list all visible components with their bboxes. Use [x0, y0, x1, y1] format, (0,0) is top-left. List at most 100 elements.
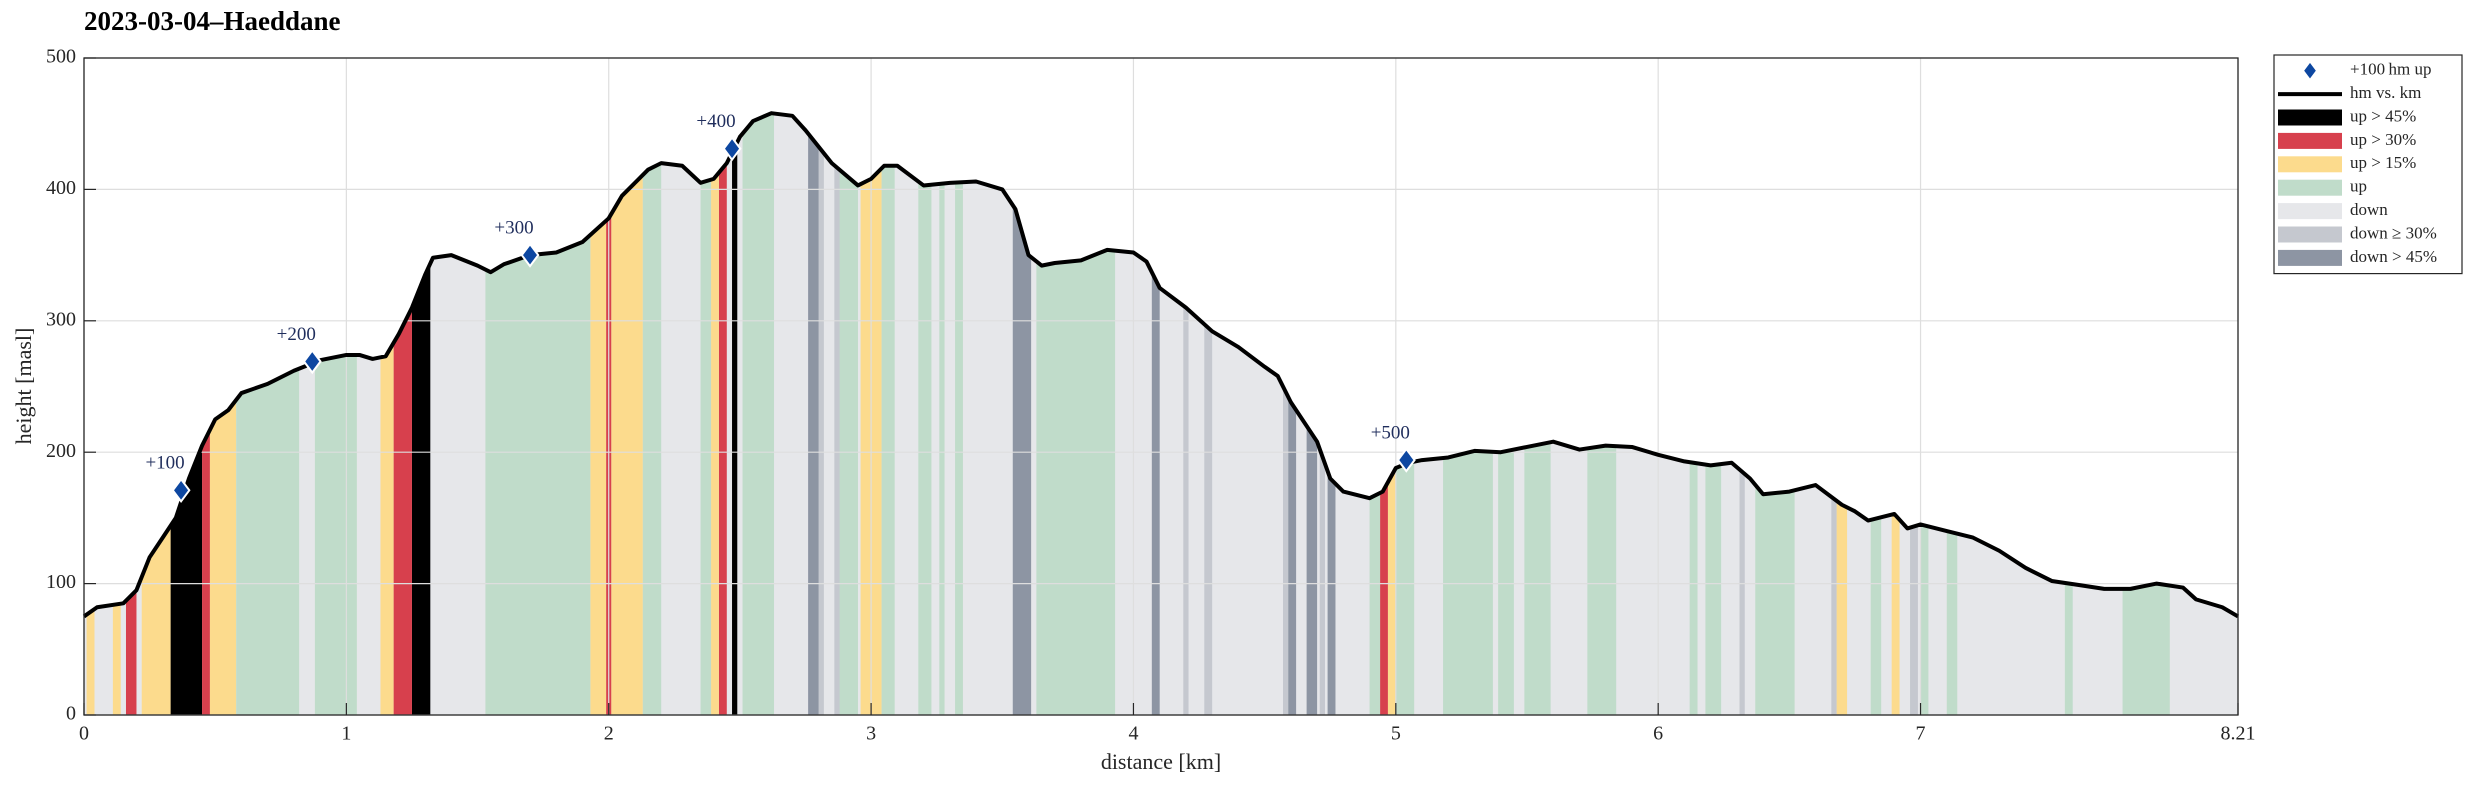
x-tick-label: 6 — [1653, 723, 1663, 745]
band — [642, 113, 662, 715]
band — [700, 113, 712, 715]
y-tick-label: 100 — [46, 571, 76, 593]
legend-swatch — [2278, 156, 2342, 173]
y-tick-label: 0 — [66, 703, 76, 725]
band — [836, 113, 858, 715]
profile-layer: +100 +200 +300 +400 +500 — [82, 111, 2240, 619]
legend-swatch — [2278, 203, 2342, 220]
band — [1870, 113, 1882, 715]
band — [590, 113, 607, 715]
x-tick-label: 0 — [79, 723, 89, 745]
x-tick-label: 3 — [866, 723, 876, 745]
band — [236, 113, 300, 715]
band — [1387, 113, 1396, 715]
band — [742, 113, 775, 715]
band — [1012, 113, 1032, 715]
x-axis-label: distance [km] — [1101, 749, 1221, 774]
band — [209, 113, 237, 715]
band — [834, 113, 840, 715]
band — [380, 113, 394, 715]
legend-label: up > 15% — [2350, 153, 2416, 172]
band — [1327, 113, 1336, 715]
band — [1755, 113, 1795, 715]
legend-swatch — [2278, 226, 2342, 243]
band — [1151, 113, 1160, 715]
band — [918, 113, 932, 715]
legend-marker — [2302, 60, 2318, 81]
band — [1705, 113, 1722, 715]
legend-label: +100 hm up — [2350, 60, 2431, 79]
y-tick-label: 500 — [46, 46, 76, 68]
legend-label: down > 45% — [2350, 247, 2437, 266]
band — [955, 113, 963, 715]
band — [141, 113, 171, 715]
hm-marker — [302, 348, 322, 375]
band — [2122, 113, 2170, 715]
hm-marker — [1396, 447, 1416, 473]
legend-label: up — [2350, 177, 2367, 196]
band — [881, 113, 895, 715]
band — [1395, 113, 1415, 715]
band — [86, 113, 95, 715]
x-tick-label: 5 — [1391, 723, 1401, 745]
band — [170, 113, 203, 715]
band — [1920, 113, 1929, 715]
band — [1910, 113, 1918, 715]
band — [1739, 113, 1745, 715]
legend-swatch — [2278, 109, 2342, 126]
axes-box — [83, 57, 2239, 716]
legend-label: down — [2350, 200, 2388, 219]
y-tick-label: 400 — [46, 177, 76, 199]
marker-label: +100 — [145, 453, 184, 474]
band — [1443, 113, 1493, 715]
y-tick-label: 300 — [46, 308, 76, 330]
band — [611, 113, 643, 715]
marker-label: +300 — [494, 217, 533, 238]
band — [202, 113, 210, 715]
x-tick-label: 2 — [604, 723, 614, 745]
chart-title: 2023-03-04–Haeddane — [84, 6, 341, 36]
band — [1689, 113, 1698, 715]
band — [1036, 113, 1116, 715]
marker-label: +400 — [696, 111, 735, 132]
band — [1524, 113, 1551, 715]
band — [2064, 113, 2073, 715]
band — [1282, 113, 1289, 715]
band — [1204, 113, 1213, 715]
x-tick-label: 1 — [341, 723, 351, 745]
band — [485, 113, 591, 715]
band — [1306, 113, 1318, 715]
band — [314, 113, 357, 715]
legend: +100 hm up hm vs. km up > 45% up > 30% up > … — [2273, 54, 2463, 275]
hm-marker — [722, 135, 742, 162]
legend-label: up > 45% — [2350, 106, 2416, 125]
band — [1946, 113, 1958, 715]
legend-label: hm vs. km — [2350, 83, 2421, 102]
legend-swatch — [2278, 249, 2342, 266]
band — [939, 113, 945, 715]
x-tick-label: 7 — [1916, 723, 1926, 745]
y-axis-label: height [masl] — [11, 328, 36, 445]
band — [1183, 113, 1189, 715]
band — [125, 113, 137, 715]
band — [1891, 113, 1900, 715]
band — [112, 113, 121, 715]
band — [411, 113, 431, 715]
band — [1587, 113, 1617, 715]
legend-swatch — [2278, 179, 2342, 196]
band — [818, 113, 824, 715]
marker-label: +200 — [277, 324, 316, 345]
band — [718, 113, 727, 715]
band — [711, 113, 719, 715]
band — [1836, 113, 1848, 715]
band — [393, 113, 412, 715]
profile-line — [82, 111, 2240, 619]
x-tick-label: 4 — [1128, 723, 1138, 745]
hm-marker — [520, 242, 540, 268]
x-tick-label: 8.21 — [2221, 723, 2256, 745]
band — [808, 113, 819, 715]
band — [1369, 113, 1381, 715]
band — [1380, 113, 1388, 715]
